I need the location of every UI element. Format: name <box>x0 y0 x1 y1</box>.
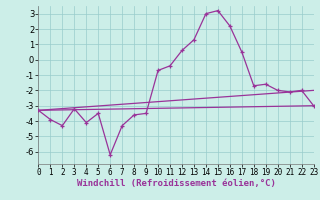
X-axis label: Windchill (Refroidissement éolien,°C): Windchill (Refroidissement éolien,°C) <box>76 179 276 188</box>
